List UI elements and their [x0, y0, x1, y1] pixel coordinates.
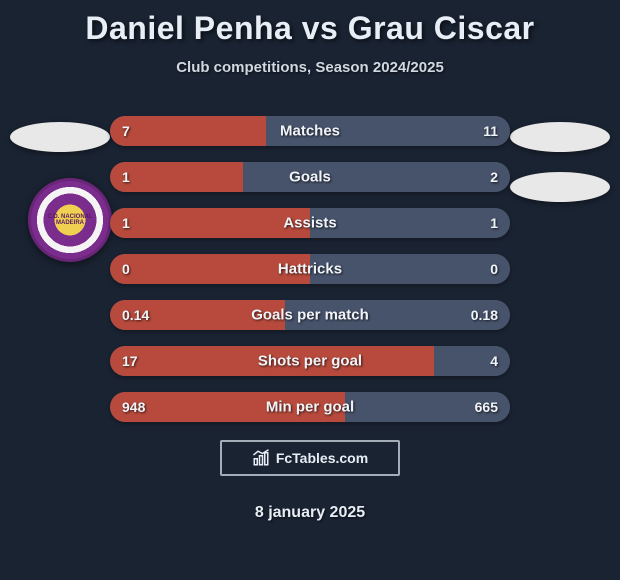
- stat-value-left: 1: [122, 215, 130, 231]
- bar-track: [110, 208, 510, 238]
- brand-box[interactable]: FcTables.com: [220, 440, 400, 476]
- bar-left-fill: [110, 346, 434, 376]
- stat-value-right: 11: [483, 123, 498, 139]
- stat-row: 12Goals: [110, 162, 510, 192]
- brand-text: FcTables.com: [276, 450, 368, 466]
- stat-value-left: 0.14: [122, 307, 149, 323]
- bar-track: [110, 254, 510, 284]
- bar-track: [110, 346, 510, 376]
- stat-value-left: 1: [122, 169, 130, 185]
- bar-track: [110, 162, 510, 192]
- bar-left-fill: [110, 254, 310, 284]
- stat-value-right: 4: [490, 353, 498, 369]
- bar-right-fill: [310, 208, 510, 238]
- bar-right-fill: [310, 254, 510, 284]
- stat-value-right: 665: [475, 399, 498, 415]
- stats-bars-area: 711Matches12Goals11Assists00Hattricks0.1…: [0, 116, 620, 422]
- stat-row: 00Hattricks: [110, 254, 510, 284]
- stat-value-left: 17: [122, 353, 138, 369]
- bar-left-fill: [110, 116, 266, 146]
- stat-row: 174Shots per goal: [110, 346, 510, 376]
- bar-left-fill: [110, 208, 310, 238]
- stat-value-left: 948: [122, 399, 145, 415]
- stat-row: 11Assists: [110, 208, 510, 238]
- chart-icon: [252, 449, 270, 467]
- stat-row: 0.140.18Goals per match: [110, 300, 510, 330]
- stat-value-right: 0: [490, 261, 498, 277]
- page-date: 8 january 2025: [0, 504, 620, 522]
- stat-value-left: 7: [122, 123, 130, 139]
- stat-value-right: 1: [490, 215, 498, 231]
- page-subtitle: Club competitions, Season 2024/2025: [0, 59, 620, 76]
- stat-value-left: 0: [122, 261, 130, 277]
- stat-row: 948665Min per goal: [110, 392, 510, 422]
- bar-track: [110, 116, 510, 146]
- bar-right-fill: [243, 162, 510, 192]
- page-title: Daniel Penha vs Grau Ciscar: [0, 0, 620, 47]
- bar-right-fill: [434, 346, 510, 376]
- stat-value-right: 0.18: [471, 307, 498, 323]
- bar-track: [110, 392, 510, 422]
- stat-value-right: 2: [490, 169, 498, 185]
- bar-right-fill: [266, 116, 510, 146]
- stat-row: 711Matches: [110, 116, 510, 146]
- bar-track: [110, 300, 510, 330]
